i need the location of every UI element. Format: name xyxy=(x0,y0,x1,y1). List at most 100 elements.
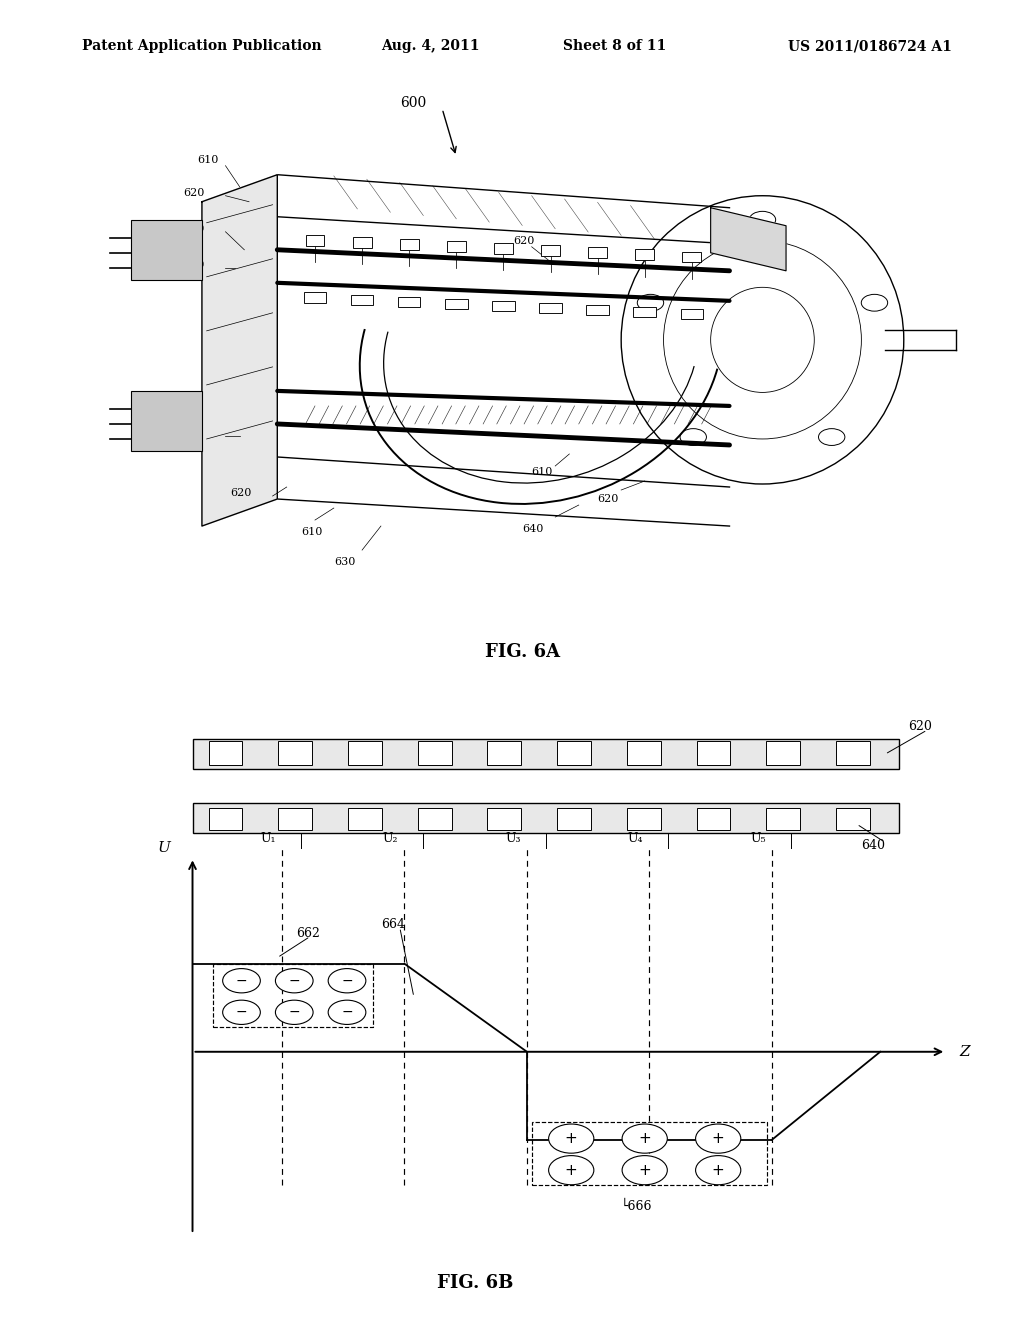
Text: Sheet 8 of 11: Sheet 8 of 11 xyxy=(563,40,666,54)
Bar xyxy=(418,808,452,829)
Bar xyxy=(131,219,202,280)
Circle shape xyxy=(549,1125,594,1154)
Text: −: − xyxy=(236,974,248,987)
Circle shape xyxy=(275,969,313,993)
Polygon shape xyxy=(711,207,786,271)
Bar xyxy=(531,1122,767,1185)
Text: +: + xyxy=(638,1131,651,1146)
Bar xyxy=(766,808,800,829)
Bar xyxy=(541,246,560,256)
Bar xyxy=(351,294,374,305)
Bar xyxy=(398,297,421,306)
Circle shape xyxy=(328,1001,366,1024)
Circle shape xyxy=(222,969,260,993)
Bar xyxy=(627,808,660,829)
Text: +: + xyxy=(565,1131,578,1146)
Bar xyxy=(681,309,703,319)
Bar xyxy=(487,741,521,766)
Text: −: − xyxy=(289,974,300,987)
Circle shape xyxy=(695,1155,740,1185)
Bar xyxy=(348,741,382,766)
Circle shape xyxy=(623,1155,668,1185)
Text: 620: 620 xyxy=(513,236,535,246)
Text: 610: 610 xyxy=(198,154,218,165)
Text: U₂: U₂ xyxy=(383,832,398,845)
Bar xyxy=(588,247,607,259)
Text: US 2011/0186724 A1: US 2011/0186724 A1 xyxy=(788,40,952,54)
Bar xyxy=(635,249,654,260)
Text: U₃: U₃ xyxy=(505,832,520,845)
Text: U: U xyxy=(158,841,171,855)
Text: Patent Application Publication: Patent Application Publication xyxy=(82,40,322,54)
Bar xyxy=(279,808,312,829)
Bar xyxy=(557,741,591,766)
Text: Z: Z xyxy=(959,1044,971,1059)
Text: +: + xyxy=(638,1163,651,1177)
Text: −: − xyxy=(341,974,353,987)
Bar xyxy=(279,741,312,766)
Circle shape xyxy=(275,1001,313,1024)
Bar xyxy=(587,305,609,315)
Bar xyxy=(682,252,701,263)
Text: Aug. 4, 2011: Aug. 4, 2011 xyxy=(381,40,479,54)
Bar xyxy=(213,964,374,1027)
Bar xyxy=(446,242,466,252)
Text: FIG. 6A: FIG. 6A xyxy=(484,643,560,661)
Bar xyxy=(836,808,869,829)
Text: 640: 640 xyxy=(861,838,886,851)
Bar xyxy=(557,808,591,829)
Text: +: + xyxy=(712,1163,725,1177)
Bar xyxy=(493,301,515,312)
Text: 610: 610 xyxy=(183,260,205,269)
Bar xyxy=(836,741,869,766)
Text: FIG. 6B: FIG. 6B xyxy=(437,1274,513,1291)
Bar xyxy=(696,741,730,766)
Text: 664: 664 xyxy=(381,917,404,931)
Bar xyxy=(209,808,243,829)
Text: −: − xyxy=(236,1006,248,1019)
Bar xyxy=(209,741,243,766)
Circle shape xyxy=(695,1125,740,1154)
Text: 610: 610 xyxy=(301,527,323,537)
Bar xyxy=(352,236,372,248)
Circle shape xyxy=(328,969,366,993)
Circle shape xyxy=(222,1001,260,1024)
Bar xyxy=(445,298,468,309)
Polygon shape xyxy=(202,174,278,527)
Bar xyxy=(399,239,419,249)
Bar xyxy=(193,739,899,770)
Text: 640: 640 xyxy=(522,524,544,535)
Text: +: + xyxy=(712,1131,725,1146)
Text: 662: 662 xyxy=(296,927,321,940)
Bar xyxy=(696,808,730,829)
Text: 630: 630 xyxy=(174,428,195,438)
Bar xyxy=(487,808,521,829)
Text: +: + xyxy=(565,1163,578,1177)
Bar xyxy=(348,808,382,829)
Text: 630: 630 xyxy=(183,224,205,234)
Bar xyxy=(540,302,562,313)
Text: 620: 620 xyxy=(598,494,618,504)
Bar xyxy=(418,741,452,766)
Bar xyxy=(494,243,513,253)
Text: 630: 630 xyxy=(334,557,355,568)
Text: U₄: U₄ xyxy=(628,832,643,845)
Text: 620: 620 xyxy=(183,187,205,198)
Text: 600: 600 xyxy=(399,95,426,110)
Bar xyxy=(304,293,327,302)
Text: U₅: U₅ xyxy=(750,832,766,845)
Text: U₁: U₁ xyxy=(260,832,275,845)
Bar xyxy=(305,235,325,246)
Text: −: − xyxy=(289,1006,300,1019)
Bar xyxy=(131,391,202,451)
Bar xyxy=(193,803,899,833)
Text: 620: 620 xyxy=(908,721,933,734)
Text: −: − xyxy=(341,1006,353,1019)
Bar xyxy=(634,308,656,317)
Text: 620: 620 xyxy=(230,488,252,498)
Circle shape xyxy=(623,1125,668,1154)
Bar xyxy=(766,741,800,766)
Text: └666: └666 xyxy=(622,1200,652,1213)
Circle shape xyxy=(549,1155,594,1185)
Text: 610: 610 xyxy=(531,467,553,477)
